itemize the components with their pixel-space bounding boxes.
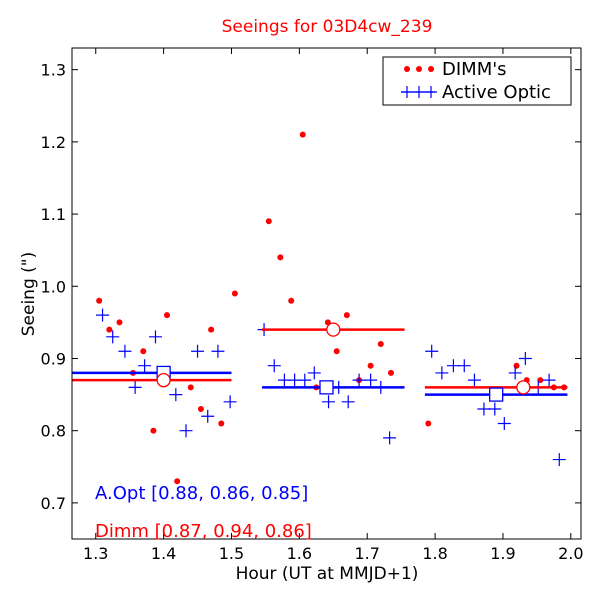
chart-title: Seeings for 03D4cw_239 xyxy=(222,17,433,37)
dimm-point xyxy=(197,406,204,413)
aopt-point xyxy=(267,359,281,373)
x-tick-label: 1.7 xyxy=(354,544,379,563)
dimm-point xyxy=(387,369,394,376)
aopt-point xyxy=(508,366,522,380)
dimm-point xyxy=(140,348,147,355)
x-tick-label: 1.3 xyxy=(83,544,108,563)
aopt-point xyxy=(383,431,397,445)
annotation-dimm: Dimm [0.87, 0.94, 0.86] xyxy=(95,521,312,542)
legend: DIMM's Active Optic xyxy=(382,56,572,106)
dimm-mean-marker xyxy=(326,322,341,337)
legend-dimm-dot xyxy=(428,66,434,72)
y-tick-label: 1.3 xyxy=(41,61,66,80)
plot-marks xyxy=(72,131,568,485)
legend-dimm-marks xyxy=(404,66,434,72)
aopt-point xyxy=(148,330,162,344)
dimm-point xyxy=(333,348,340,355)
legend-dimm-dot xyxy=(404,66,410,72)
axis-ticks: 1.3 1.4 1.5 1.6 1.7 1.8 1.9 2.0 0.7 0.8 0.9 1.0 1.1 1… xyxy=(41,48,584,563)
aopt-mean-marker xyxy=(489,387,504,402)
aopt-point xyxy=(435,366,449,380)
dimm-point xyxy=(106,326,113,333)
aopt-point xyxy=(138,359,152,373)
aopt-point xyxy=(307,366,321,380)
aopt-point xyxy=(352,373,366,387)
y-tick-label: 0.8 xyxy=(41,422,66,441)
aopt-point xyxy=(96,308,110,322)
aopt-point xyxy=(425,344,439,358)
x-tick-label: 1.9 xyxy=(490,544,515,563)
aopt-point xyxy=(322,395,336,409)
dimm-point xyxy=(377,341,384,348)
aopt-point xyxy=(542,373,556,387)
y-axis-label: Seeing (") xyxy=(19,252,39,337)
legend-aopt-plus xyxy=(425,86,437,98)
dimm-point xyxy=(265,218,272,225)
plot-frame xyxy=(71,47,582,540)
aopt-point xyxy=(118,344,132,358)
dimm-point xyxy=(218,420,225,427)
aopt-point xyxy=(169,388,183,402)
aopt-point xyxy=(341,395,355,409)
aopt-point xyxy=(191,344,205,358)
dimm-point xyxy=(425,420,432,427)
annotation-aopt: A.Opt [0.88, 0.86, 0.85] xyxy=(95,483,308,504)
legend-dimm-dot xyxy=(416,66,422,72)
dimm-point xyxy=(96,297,103,304)
y-tick-label: 0.7 xyxy=(41,494,66,513)
y-tick-label: 1.0 xyxy=(41,277,66,296)
aopt-point xyxy=(106,330,120,344)
dimm-point xyxy=(187,384,194,391)
dimm-point xyxy=(208,326,215,333)
aopt-point xyxy=(467,373,481,387)
y-tick-label: 1.2 xyxy=(41,133,66,152)
aopt-point xyxy=(518,351,532,365)
y-tick-label: 0.9 xyxy=(41,349,66,368)
aopt-point xyxy=(201,409,215,423)
dimm-point xyxy=(288,297,295,304)
dimm-point xyxy=(343,312,350,319)
dimm-point xyxy=(116,319,123,326)
legend-aopt-label: Active Optic xyxy=(442,82,551,103)
x-tick-label: 1.8 xyxy=(422,544,447,563)
legend-aopt-marks xyxy=(401,86,437,98)
dimm-point xyxy=(150,427,157,434)
y-tick-label: 1.1 xyxy=(41,205,66,224)
x-tick-label: 1.6 xyxy=(287,544,312,563)
dimm-point xyxy=(231,290,238,297)
aopt-mean-marker xyxy=(319,380,334,395)
dimm-point xyxy=(174,478,181,485)
dimm-point xyxy=(164,312,171,319)
dimm-point xyxy=(367,362,374,369)
dimm-mean-marker xyxy=(156,372,171,388)
aopt-point xyxy=(128,380,142,394)
legend-box xyxy=(382,56,572,106)
legend-aopt-plus xyxy=(413,86,425,98)
dimm-point xyxy=(513,362,520,369)
aopt-point xyxy=(211,344,225,358)
dimm-mean-marker xyxy=(516,380,531,395)
legend-aopt-plus xyxy=(401,86,413,98)
x-tick-label: 1.4 xyxy=(151,544,176,563)
legend-dimm-label: DIMM's xyxy=(442,59,507,80)
aopt-point xyxy=(223,395,237,409)
x-tick-label: 1.5 xyxy=(219,544,244,563)
aopt-point xyxy=(446,359,460,373)
aopt-point xyxy=(552,453,566,467)
dimm-point xyxy=(277,254,284,261)
aopt-point xyxy=(497,416,511,430)
aopt-point xyxy=(364,373,378,387)
aopt-point xyxy=(457,359,471,373)
x-axis-label: Hour (UT at MMJD+1) xyxy=(236,564,419,584)
dimm-point xyxy=(299,131,306,138)
aopt-point xyxy=(179,424,193,438)
x-tick-label: 2.0 xyxy=(558,544,583,563)
aopt-point xyxy=(298,373,312,387)
aopt-point xyxy=(488,402,502,416)
aopt-point xyxy=(477,402,491,416)
